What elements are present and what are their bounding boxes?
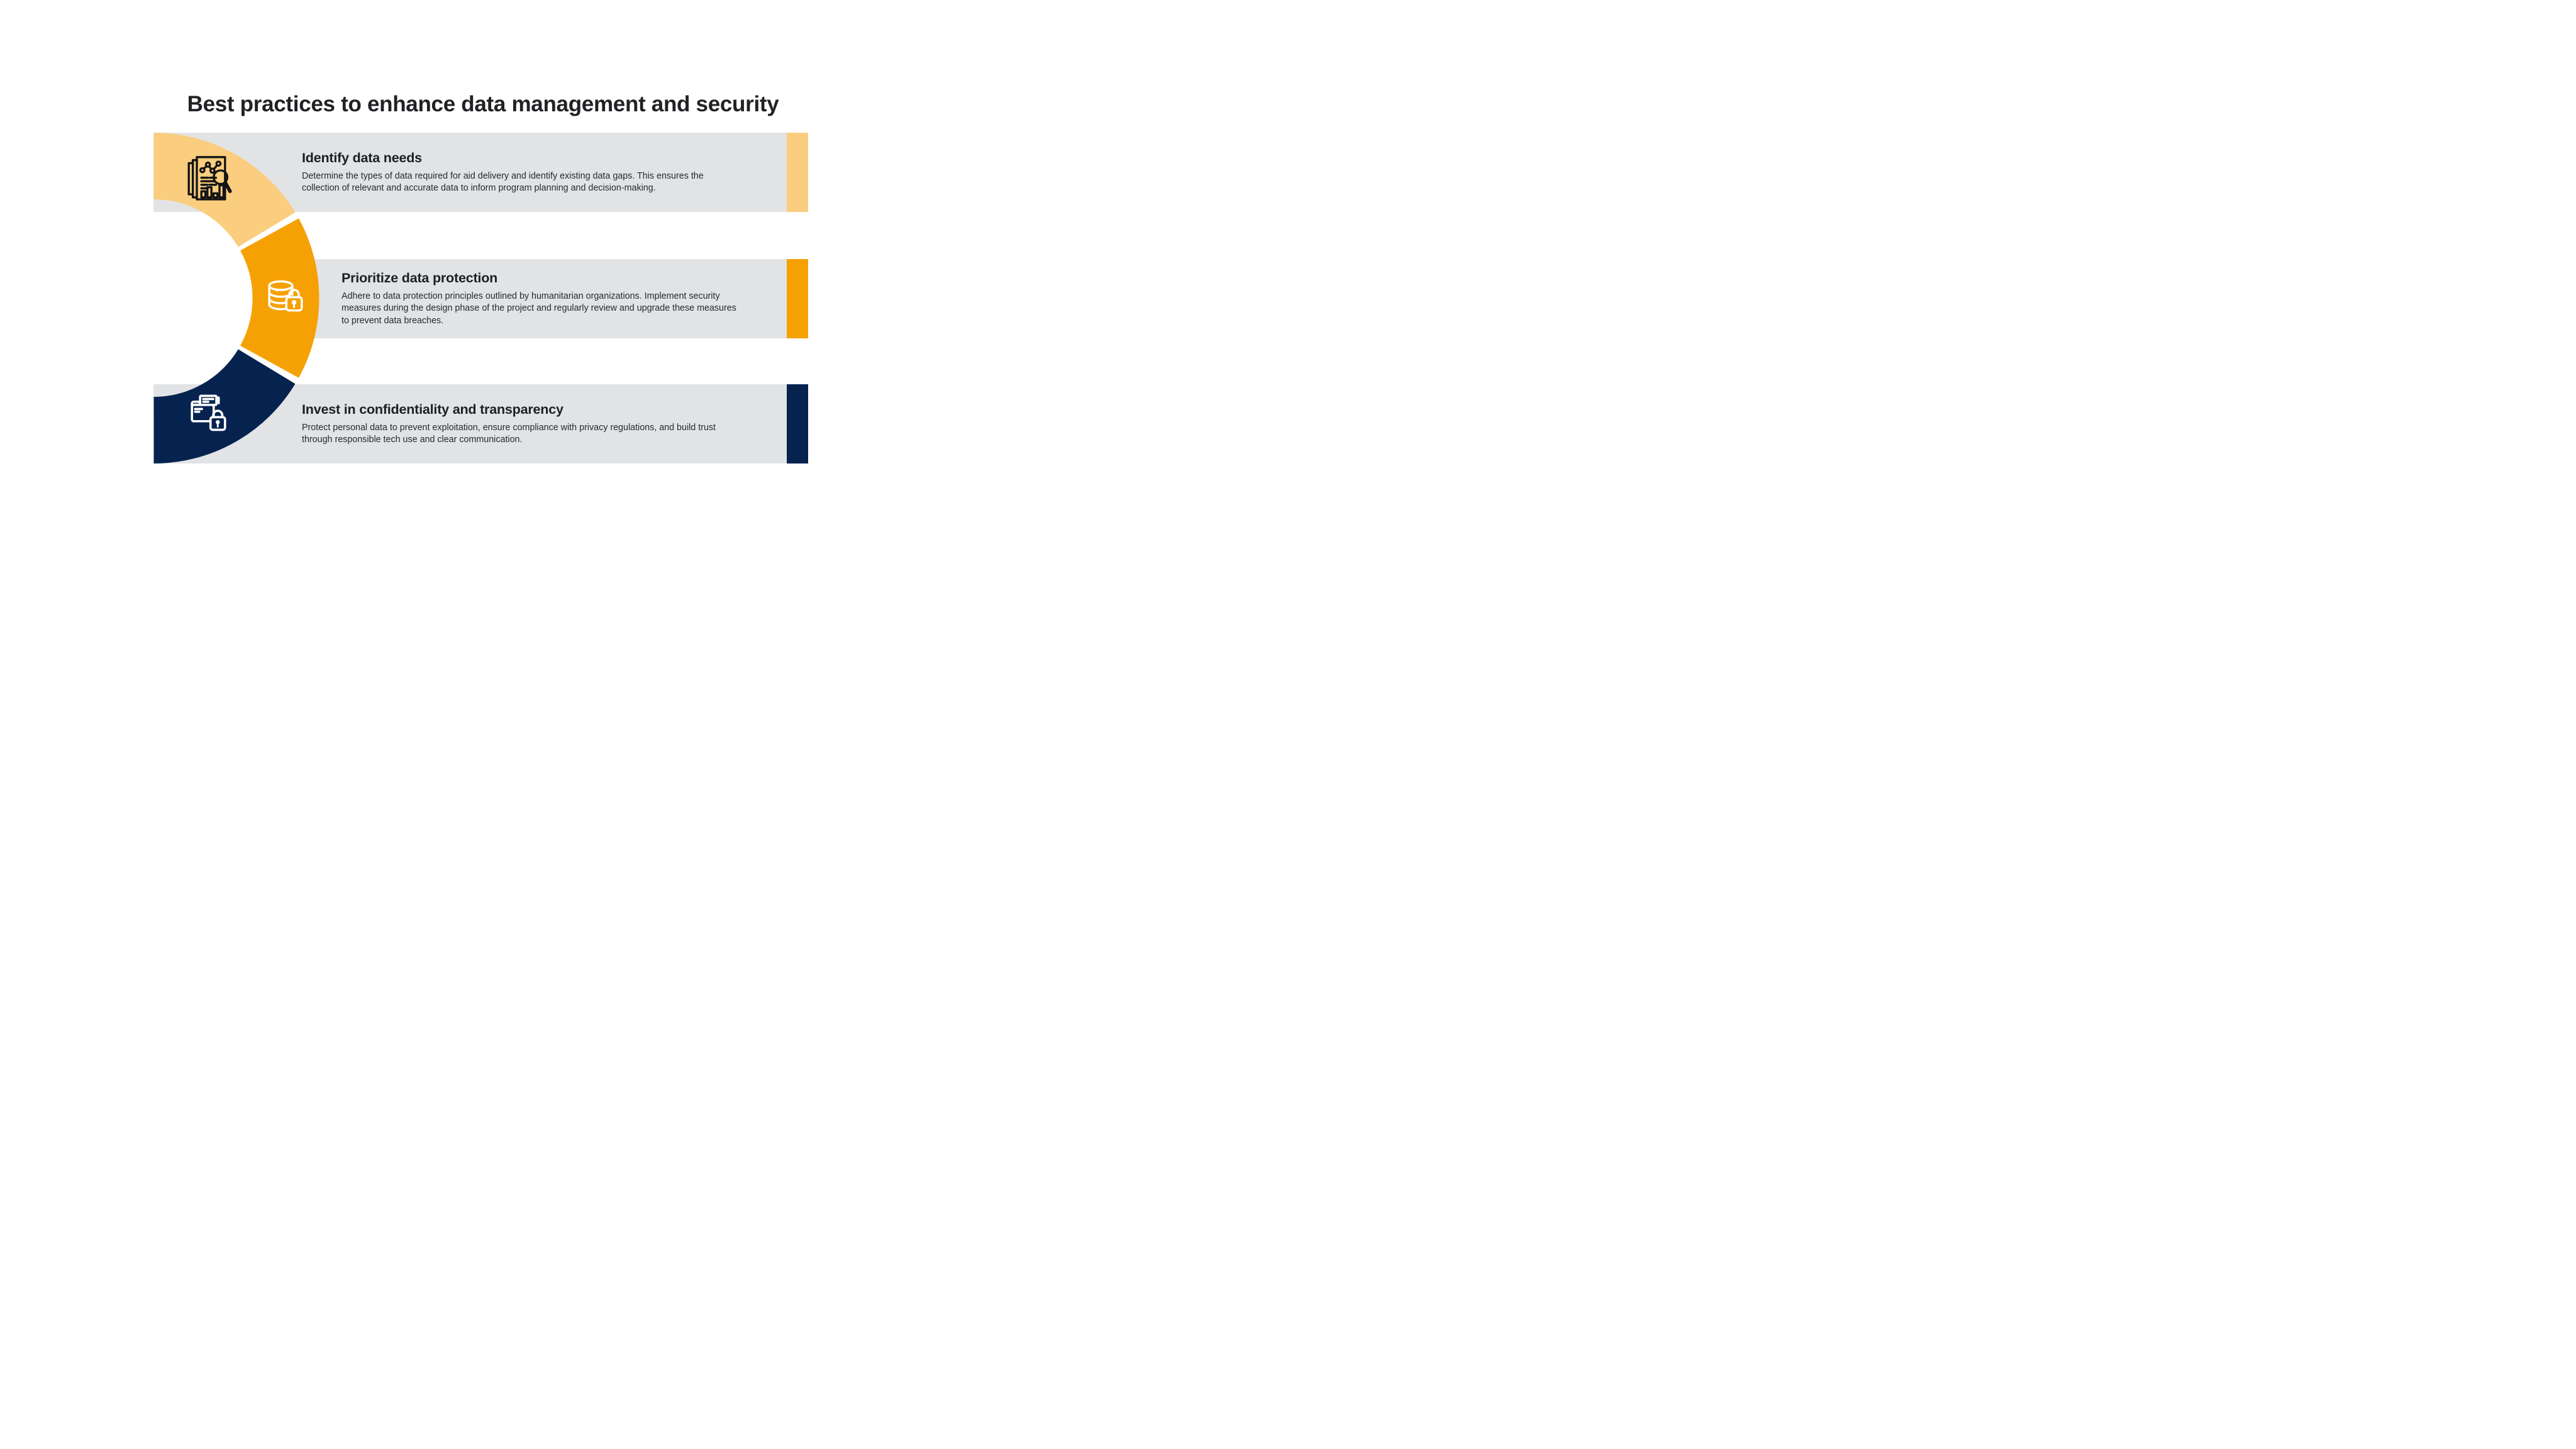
step-body: Adhere to data protection principles out… <box>341 291 736 326</box>
step-heading: Invest in confidentiality and transparen… <box>302 401 564 417</box>
page-title: Best practices to enhance data managemen… <box>187 92 779 116</box>
db-dots <box>272 287 279 292</box>
step-card-invest-confidentiality: Invest in confidentiality and transparen… <box>153 384 808 464</box>
step-body: Determine the types of data required for… <box>302 170 704 193</box>
step-card-prioritize-data-protection: Prioritize data protection Adhere to dat… <box>311 259 808 338</box>
keyhole <box>291 299 297 305</box>
lock-body <box>285 296 303 312</box>
step-body: Protect personal data to prevent exploit… <box>302 422 716 445</box>
db-band <box>268 297 294 304</box>
donut-segment-2 <box>240 218 319 378</box>
accent-strip <box>787 384 808 464</box>
db-top <box>268 280 294 291</box>
db-band <box>268 291 294 298</box>
accent-strip <box>787 133 808 212</box>
step-heading: Identify data needs <box>302 150 422 165</box>
step-card-identify-data-needs: Identify data needs Determine the types … <box>153 133 808 212</box>
lock-shackle <box>288 289 300 299</box>
database-lock-icon <box>268 280 303 312</box>
infographic-canvas: Best practices to enhance data managemen… <box>0 0 966 543</box>
db-bottom <box>268 303 288 311</box>
step-heading: Prioritize data protection <box>341 270 498 286</box>
accent-strip <box>787 259 808 338</box>
